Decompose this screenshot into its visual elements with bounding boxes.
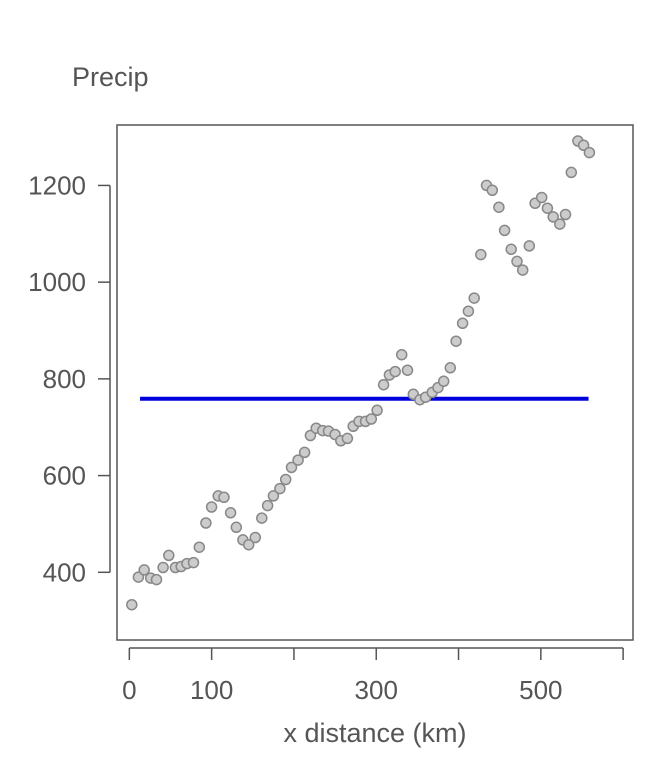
points-layer (126, 135, 596, 611)
data-point (200, 517, 212, 529)
data-point (389, 365, 401, 378)
y-axis: 400 600 800 1000 1200 (28, 170, 111, 587)
data-point (498, 224, 511, 237)
data-point (577, 139, 590, 152)
data-point (444, 362, 457, 374)
data-point (468, 292, 480, 304)
y-tick-label: 1000 (28, 267, 86, 297)
y-axis-label: Precip (72, 62, 149, 92)
data-point (285, 461, 298, 474)
x-axis-label: x distance (km) (283, 718, 466, 748)
data-point (371, 404, 383, 417)
data-point (304, 429, 317, 442)
data-point (486, 184, 499, 197)
data-point (505, 243, 517, 256)
data-point (242, 538, 255, 551)
data-point (511, 255, 523, 268)
data-point (535, 191, 548, 204)
data-point (475, 248, 487, 261)
data-point (456, 317, 469, 330)
data-point (157, 561, 169, 574)
y-tick-label: 400 (43, 557, 86, 587)
y-tick-label: 800 (43, 364, 86, 394)
data-point (401, 364, 414, 376)
data-point (554, 218, 566, 230)
data-point (559, 208, 572, 221)
data-point (523, 240, 536, 252)
y-tick-label: 600 (43, 461, 86, 491)
data-point (267, 490, 280, 502)
data-point (126, 598, 138, 611)
data-point (163, 549, 175, 562)
x-axis: 0 100 300 500 (122, 647, 624, 705)
y-tick-label: 1200 (28, 170, 86, 200)
data-point (193, 541, 206, 553)
data-point (218, 491, 230, 504)
data-point (274, 482, 286, 495)
x-tick-label: 100 (190, 675, 233, 705)
data-point (298, 446, 311, 459)
data-point (450, 335, 462, 347)
data-point (261, 499, 274, 512)
data-point (187, 556, 200, 569)
x-tick-label: 500 (519, 675, 562, 705)
data-point (224, 507, 237, 519)
data-point (583, 146, 596, 159)
data-point (565, 166, 578, 179)
data-point (462, 305, 475, 317)
data-point (292, 454, 304, 466)
data-point (395, 348, 408, 361)
data-point (341, 432, 354, 445)
data-point (256, 512, 268, 524)
data-point (279, 473, 292, 486)
data-point (516, 264, 529, 276)
data-point (249, 531, 262, 544)
data-point (230, 521, 243, 534)
data-point (493, 201, 505, 213)
data-point (150, 573, 163, 586)
data-point (547, 211, 559, 223)
x-tick-label: 0 (122, 675, 136, 705)
data-point (437, 375, 450, 388)
data-point (138, 564, 150, 576)
data-point (377, 378, 390, 391)
plot-area-frame (116, 124, 634, 641)
data-point (365, 413, 378, 425)
data-point (541, 202, 554, 214)
x-tick-label: 300 (355, 675, 398, 705)
data-point (205, 501, 218, 513)
